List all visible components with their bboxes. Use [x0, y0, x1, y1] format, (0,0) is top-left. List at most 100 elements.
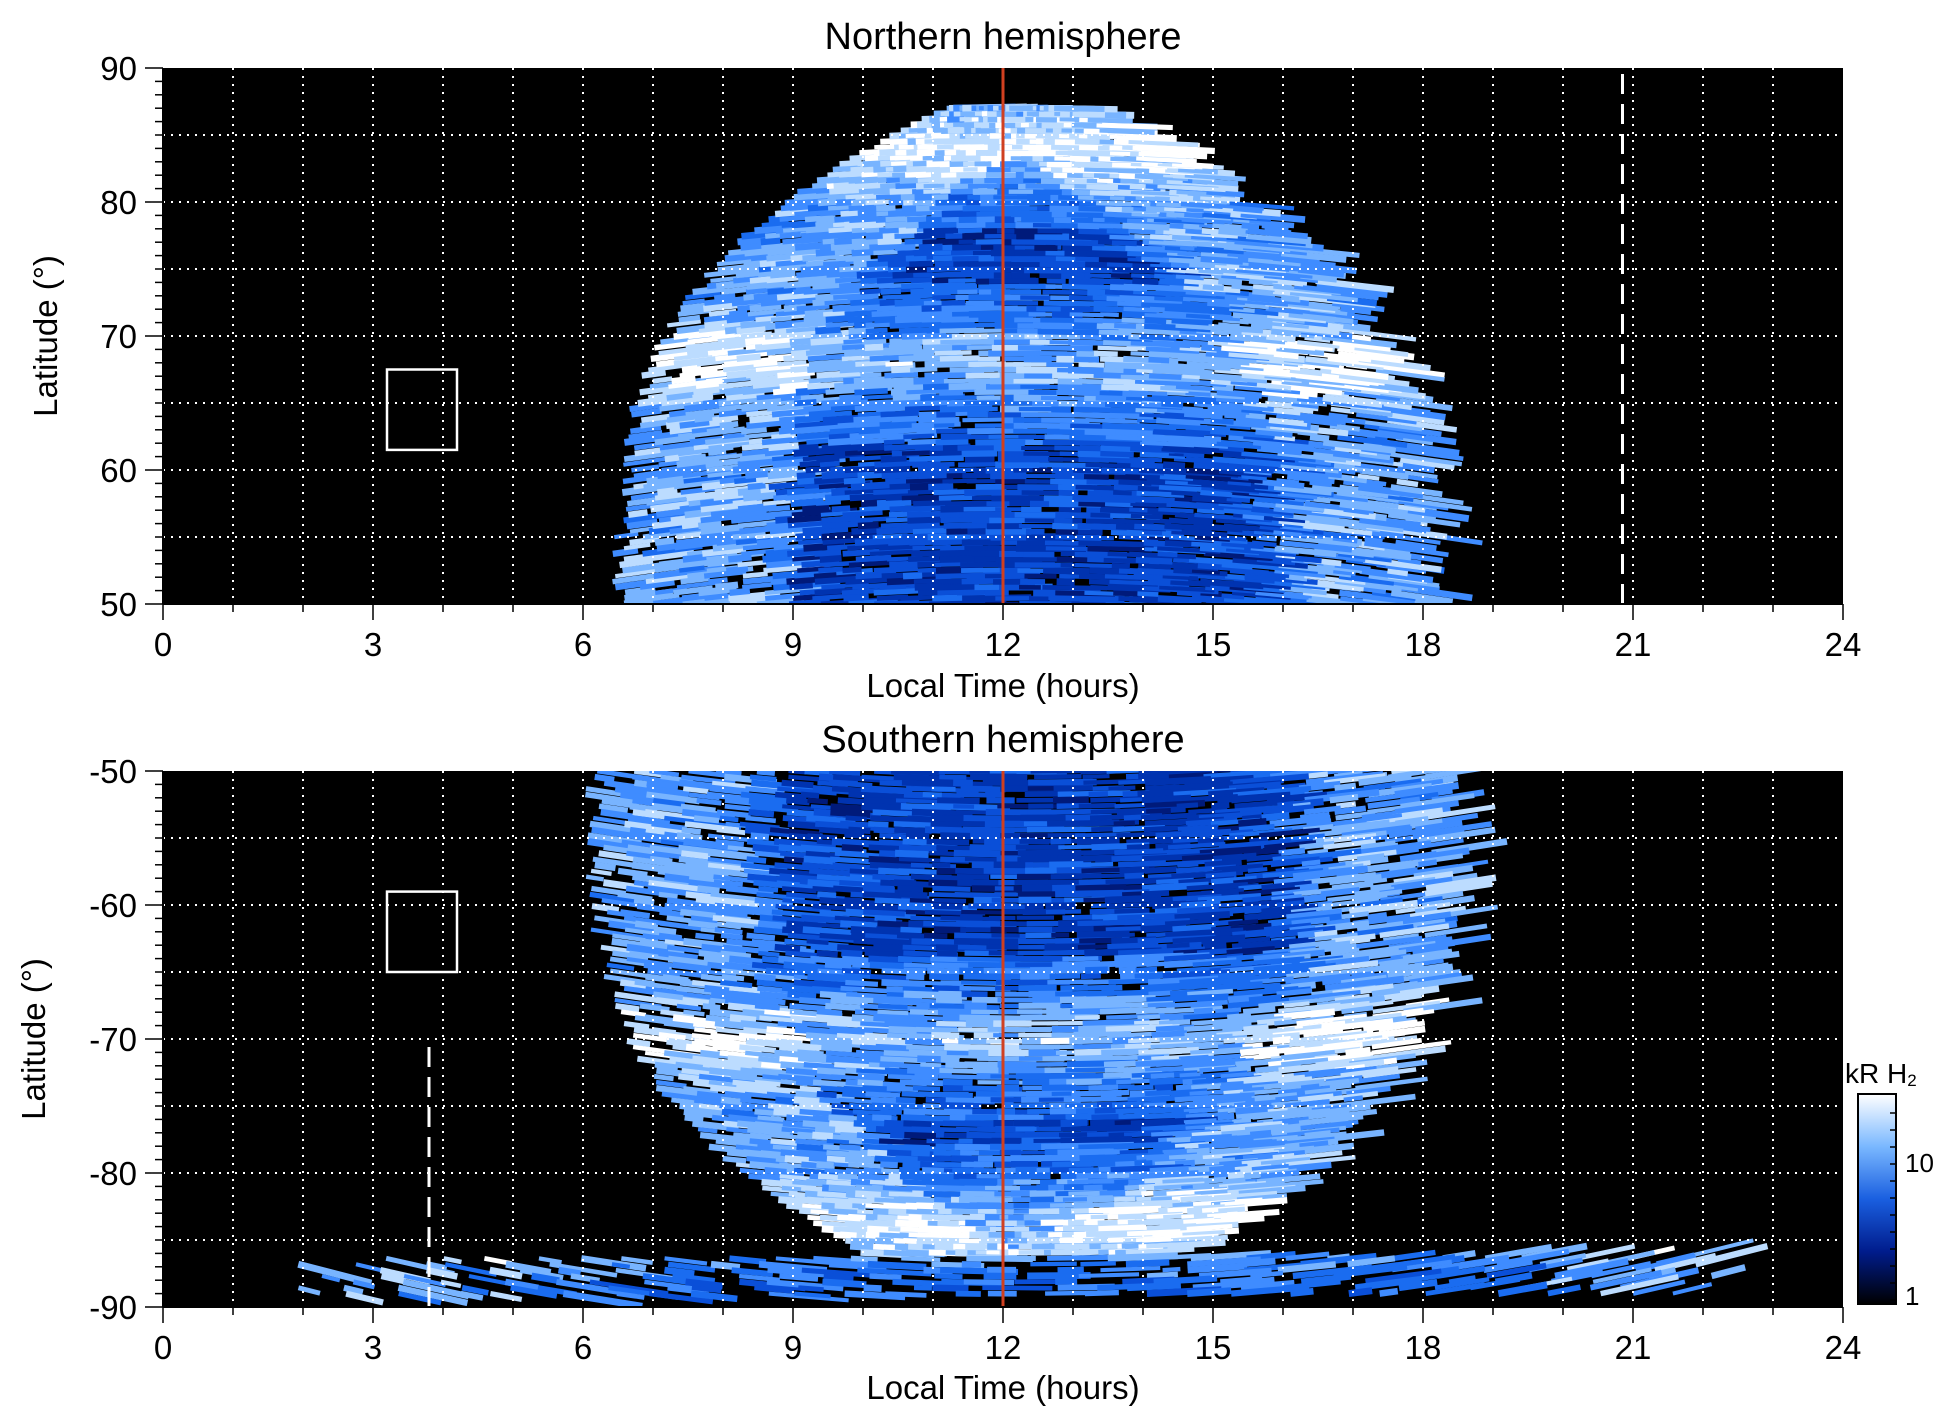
emission-stroke — [1345, 1046, 1371, 1056]
emission-stroke — [932, 897, 967, 904]
emission-stroke — [617, 867, 648, 878]
emission-stroke — [1416, 859, 1438, 868]
emission-stroke — [1082, 266, 1110, 274]
emission-stroke — [703, 568, 747, 579]
emission-stroke — [1333, 567, 1356, 576]
emission-stroke — [1266, 333, 1296, 343]
emission-stroke — [1368, 573, 1440, 588]
emission-stroke — [1178, 166, 1218, 175]
emission-stroke — [1242, 1006, 1276, 1015]
emission-stroke — [1241, 222, 1260, 230]
emission-stroke — [1272, 1035, 1292, 1045]
emission-stroke — [1367, 802, 1426, 815]
emission-stroke — [940, 433, 972, 440]
emission-stroke — [913, 376, 948, 385]
emission-stroke — [751, 938, 787, 947]
emission-stroke — [1259, 827, 1321, 838]
emission-stroke — [1310, 1013, 1331, 1020]
emission-stroke — [1261, 903, 1319, 916]
emission-stroke — [1378, 1020, 1426, 1032]
emission-stroke — [680, 575, 711, 585]
emission-stroke — [1183, 221, 1202, 230]
emission-stroke — [1277, 451, 1347, 463]
emission-stroke — [740, 791, 794, 803]
emission-stroke — [1241, 473, 1268, 481]
emission-stroke — [807, 833, 838, 840]
emission-stroke — [715, 838, 745, 848]
emission-stroke — [1179, 406, 1204, 414]
emission-stroke — [1157, 551, 1178, 558]
emission-stroke — [720, 979, 753, 989]
emission-stroke — [1274, 568, 1326, 579]
emission-stroke — [1146, 518, 1172, 525]
emission-stroke — [1163, 953, 1215, 962]
emission-stroke — [715, 909, 748, 918]
emission-stroke — [913, 349, 935, 357]
emission-stroke — [937, 321, 963, 329]
emission-stroke — [740, 1020, 788, 1032]
emission-stroke — [876, 498, 912, 508]
emission-stroke — [812, 1131, 834, 1140]
emission-stroke — [1132, 244, 1168, 253]
emission-stroke — [1238, 1185, 1306, 1197]
emission-stroke — [895, 1155, 923, 1163]
emission-stroke — [1234, 798, 1295, 809]
emission-stroke — [932, 903, 963, 910]
x-tick-label: 9 — [784, 626, 802, 663]
emission-stroke — [1132, 278, 1159, 285]
emission-stroke — [1242, 1042, 1264, 1050]
emission-stroke — [815, 215, 836, 223]
emission-stroke — [1238, 886, 1301, 897]
emission-stroke — [634, 920, 657, 930]
emission-stroke — [1190, 1001, 1223, 1009]
emission-stroke — [1285, 278, 1308, 286]
emission-stroke — [702, 1003, 721, 1011]
emission-stroke — [641, 369, 667, 379]
emission-stroke — [937, 1220, 960, 1227]
emission-stroke — [842, 510, 883, 518]
emission-stroke — [714, 927, 743, 935]
emission-stroke — [749, 774, 777, 782]
emission-stroke — [841, 844, 864, 852]
emission-stroke — [913, 499, 952, 507]
emission-stroke — [682, 997, 710, 1007]
emission-stroke — [1199, 845, 1262, 857]
emission-stroke — [1393, 1249, 1436, 1262]
emission-stroke — [874, 459, 915, 468]
emission-stroke — [709, 1067, 758, 1079]
emission-stroke — [1070, 423, 1103, 429]
emission-stroke — [697, 1127, 718, 1134]
emission-stroke — [747, 482, 766, 490]
emission-stroke — [1362, 1067, 1417, 1079]
emission-stroke — [1341, 1005, 1374, 1015]
emission-stroke — [830, 808, 871, 818]
emission-stroke — [934, 423, 955, 428]
emission-stroke — [1142, 528, 1163, 536]
emission-stroke — [1191, 1083, 1222, 1091]
emission-stroke — [712, 1044, 762, 1055]
emission-stroke — [894, 849, 929, 858]
emission-stroke — [796, 303, 830, 312]
emission-stroke — [819, 461, 840, 468]
emission-stroke — [1318, 940, 1351, 951]
emission-stroke — [732, 508, 767, 518]
emission-stroke — [782, 898, 820, 906]
emission-stroke — [1343, 478, 1384, 490]
emission-stroke — [729, 587, 751, 597]
emission-stroke — [1289, 1030, 1368, 1044]
emission-stroke — [941, 316, 981, 323]
emission-stroke — [939, 774, 967, 780]
emission-stroke — [806, 939, 829, 945]
emission-stroke — [1076, 534, 1102, 541]
emission-stroke — [957, 879, 1003, 887]
emission-stroke — [1354, 345, 1409, 358]
emission-stroke — [745, 470, 769, 480]
emission-stroke — [1375, 367, 1445, 382]
emission-stroke — [1104, 417, 1126, 424]
emission-stroke — [1113, 820, 1135, 827]
emission-stroke — [1232, 1118, 1252, 1127]
emission-stroke — [1323, 838, 1377, 850]
emission-stroke — [1330, 947, 1360, 956]
emission-stroke — [756, 979, 823, 992]
emission-stroke — [893, 879, 917, 887]
